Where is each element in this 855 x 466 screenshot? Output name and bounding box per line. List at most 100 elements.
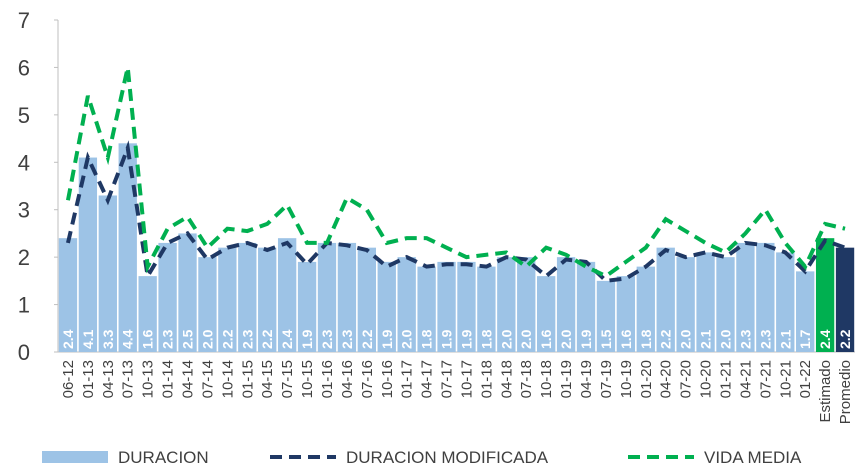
value-label: 2.4	[279, 329, 295, 349]
value-label: 1.8	[478, 329, 494, 349]
value-label: 2.0	[558, 329, 574, 349]
bar	[796, 271, 815, 352]
bar	[556, 257, 576, 352]
value-label: 1.9	[439, 329, 455, 349]
x-tick-label: 04-17	[419, 360, 436, 398]
x-tick-label: 07-20	[678, 360, 695, 398]
y-tick-label: 7	[18, 8, 30, 33]
x-tick-label: Estimado	[817, 360, 834, 423]
legend-swatch	[42, 451, 108, 463]
y-tick-label: 2	[18, 245, 30, 270]
value-label: 2.3	[737, 329, 753, 349]
x-tick-label: 07-15	[279, 360, 296, 398]
x-tick-label: 04-16	[339, 360, 356, 398]
value-label: 2.2	[219, 329, 235, 349]
y-tick-label: 6	[18, 55, 30, 80]
value-label: 1.9	[578, 329, 594, 349]
value-label: 1.9	[379, 329, 395, 349]
value-label: 2.0	[717, 329, 733, 349]
value-label: 2.3	[160, 329, 176, 349]
value-label: 1.7	[797, 329, 813, 349]
x-tick-label: 10-20	[698, 360, 715, 398]
value-label: 2.3	[239, 329, 255, 349]
bar	[198, 257, 217, 352]
value-label: 2.3	[319, 329, 335, 349]
value-label: 1.6	[140, 329, 156, 349]
line	[66, 140, 846, 283]
x-tick-label: 04-20	[658, 360, 675, 398]
value-label: 3.3	[100, 329, 116, 349]
value-label: 1.5	[598, 329, 614, 349]
value-label: 1.6	[538, 329, 554, 349]
x-tick-label: 10-14	[219, 360, 236, 398]
bar	[517, 257, 536, 352]
bar	[98, 195, 117, 352]
value-label: 2.1	[698, 329, 714, 349]
bar	[78, 157, 98, 352]
x-tick-label: 01-15	[239, 360, 256, 398]
value-label: 4.4	[120, 329, 136, 349]
bar	[477, 266, 496, 352]
bar	[736, 242, 755, 352]
bar	[576, 261, 596, 352]
value-label: 1.6	[618, 329, 634, 349]
bar	[178, 233, 197, 352]
value-label: 2.3	[339, 329, 355, 349]
x-tick-label: 01-14	[160, 360, 177, 398]
value-label: 1.8	[419, 329, 435, 349]
x-tick-label: 06-12	[60, 360, 77, 398]
x-tick-label: 01-20	[638, 360, 655, 398]
x-tick-label: 04-13	[100, 360, 117, 398]
x-tick-label: 10-19	[618, 360, 635, 398]
bar	[536, 276, 556, 352]
x-tick-label: 07-16	[359, 360, 376, 398]
y-tick-label: 0	[18, 340, 30, 365]
value-label: 2.4	[817, 329, 833, 349]
value-label: 2.2	[359, 329, 375, 349]
y-tick-label: 3	[18, 198, 30, 223]
x-tick-label: 01-22	[797, 360, 814, 398]
value-label: 2.1	[777, 329, 793, 349]
bar	[656, 247, 675, 352]
bar	[377, 261, 396, 352]
value-label: 2.3	[757, 329, 773, 349]
line	[65, 66, 846, 279]
bar	[138, 276, 157, 352]
bar	[417, 266, 436, 352]
bar	[397, 257, 416, 352]
x-tick-label: 10-18	[538, 360, 555, 398]
value-label: 2.0	[199, 329, 215, 349]
legend-label: DURACION MODIFICADA	[346, 448, 549, 466]
x-tick-label: 04-14	[180, 360, 197, 398]
bar	[756, 242, 775, 352]
value-label: 2.5	[180, 329, 196, 349]
x-tick-label: 01-16	[319, 360, 336, 398]
x-tick-label: 07-13	[120, 360, 137, 398]
bar	[815, 238, 835, 352]
x-tick-label: 10-13	[140, 360, 157, 398]
legend-label: DURACION	[118, 448, 209, 466]
bar	[636, 266, 655, 352]
value-label: 2.2	[837, 329, 853, 349]
bar	[118, 143, 137, 352]
x-tick-label: 07-18	[518, 360, 535, 398]
x-tick-label: 04-15	[259, 360, 276, 398]
value-label: 2.0	[498, 329, 514, 349]
bar	[616, 276, 636, 352]
x-tick-label: Promedio	[837, 360, 854, 424]
legend-label: VIDA MEDIA	[704, 448, 802, 466]
bar	[218, 247, 237, 352]
bar	[437, 261, 456, 352]
y-tick-label: 5	[18, 103, 30, 128]
value-label: 1.9	[299, 329, 315, 349]
x-tick-label: 01-18	[478, 360, 495, 398]
bar	[158, 242, 177, 352]
bar	[58, 238, 78, 352]
x-tick-label: 10-15	[299, 360, 316, 398]
value-label: 2.2	[259, 329, 275, 349]
value-label: 2.2	[658, 329, 674, 349]
bar	[297, 261, 317, 352]
x-tick-label: 07-14	[199, 360, 216, 398]
y-tick-label: 1	[18, 293, 30, 318]
